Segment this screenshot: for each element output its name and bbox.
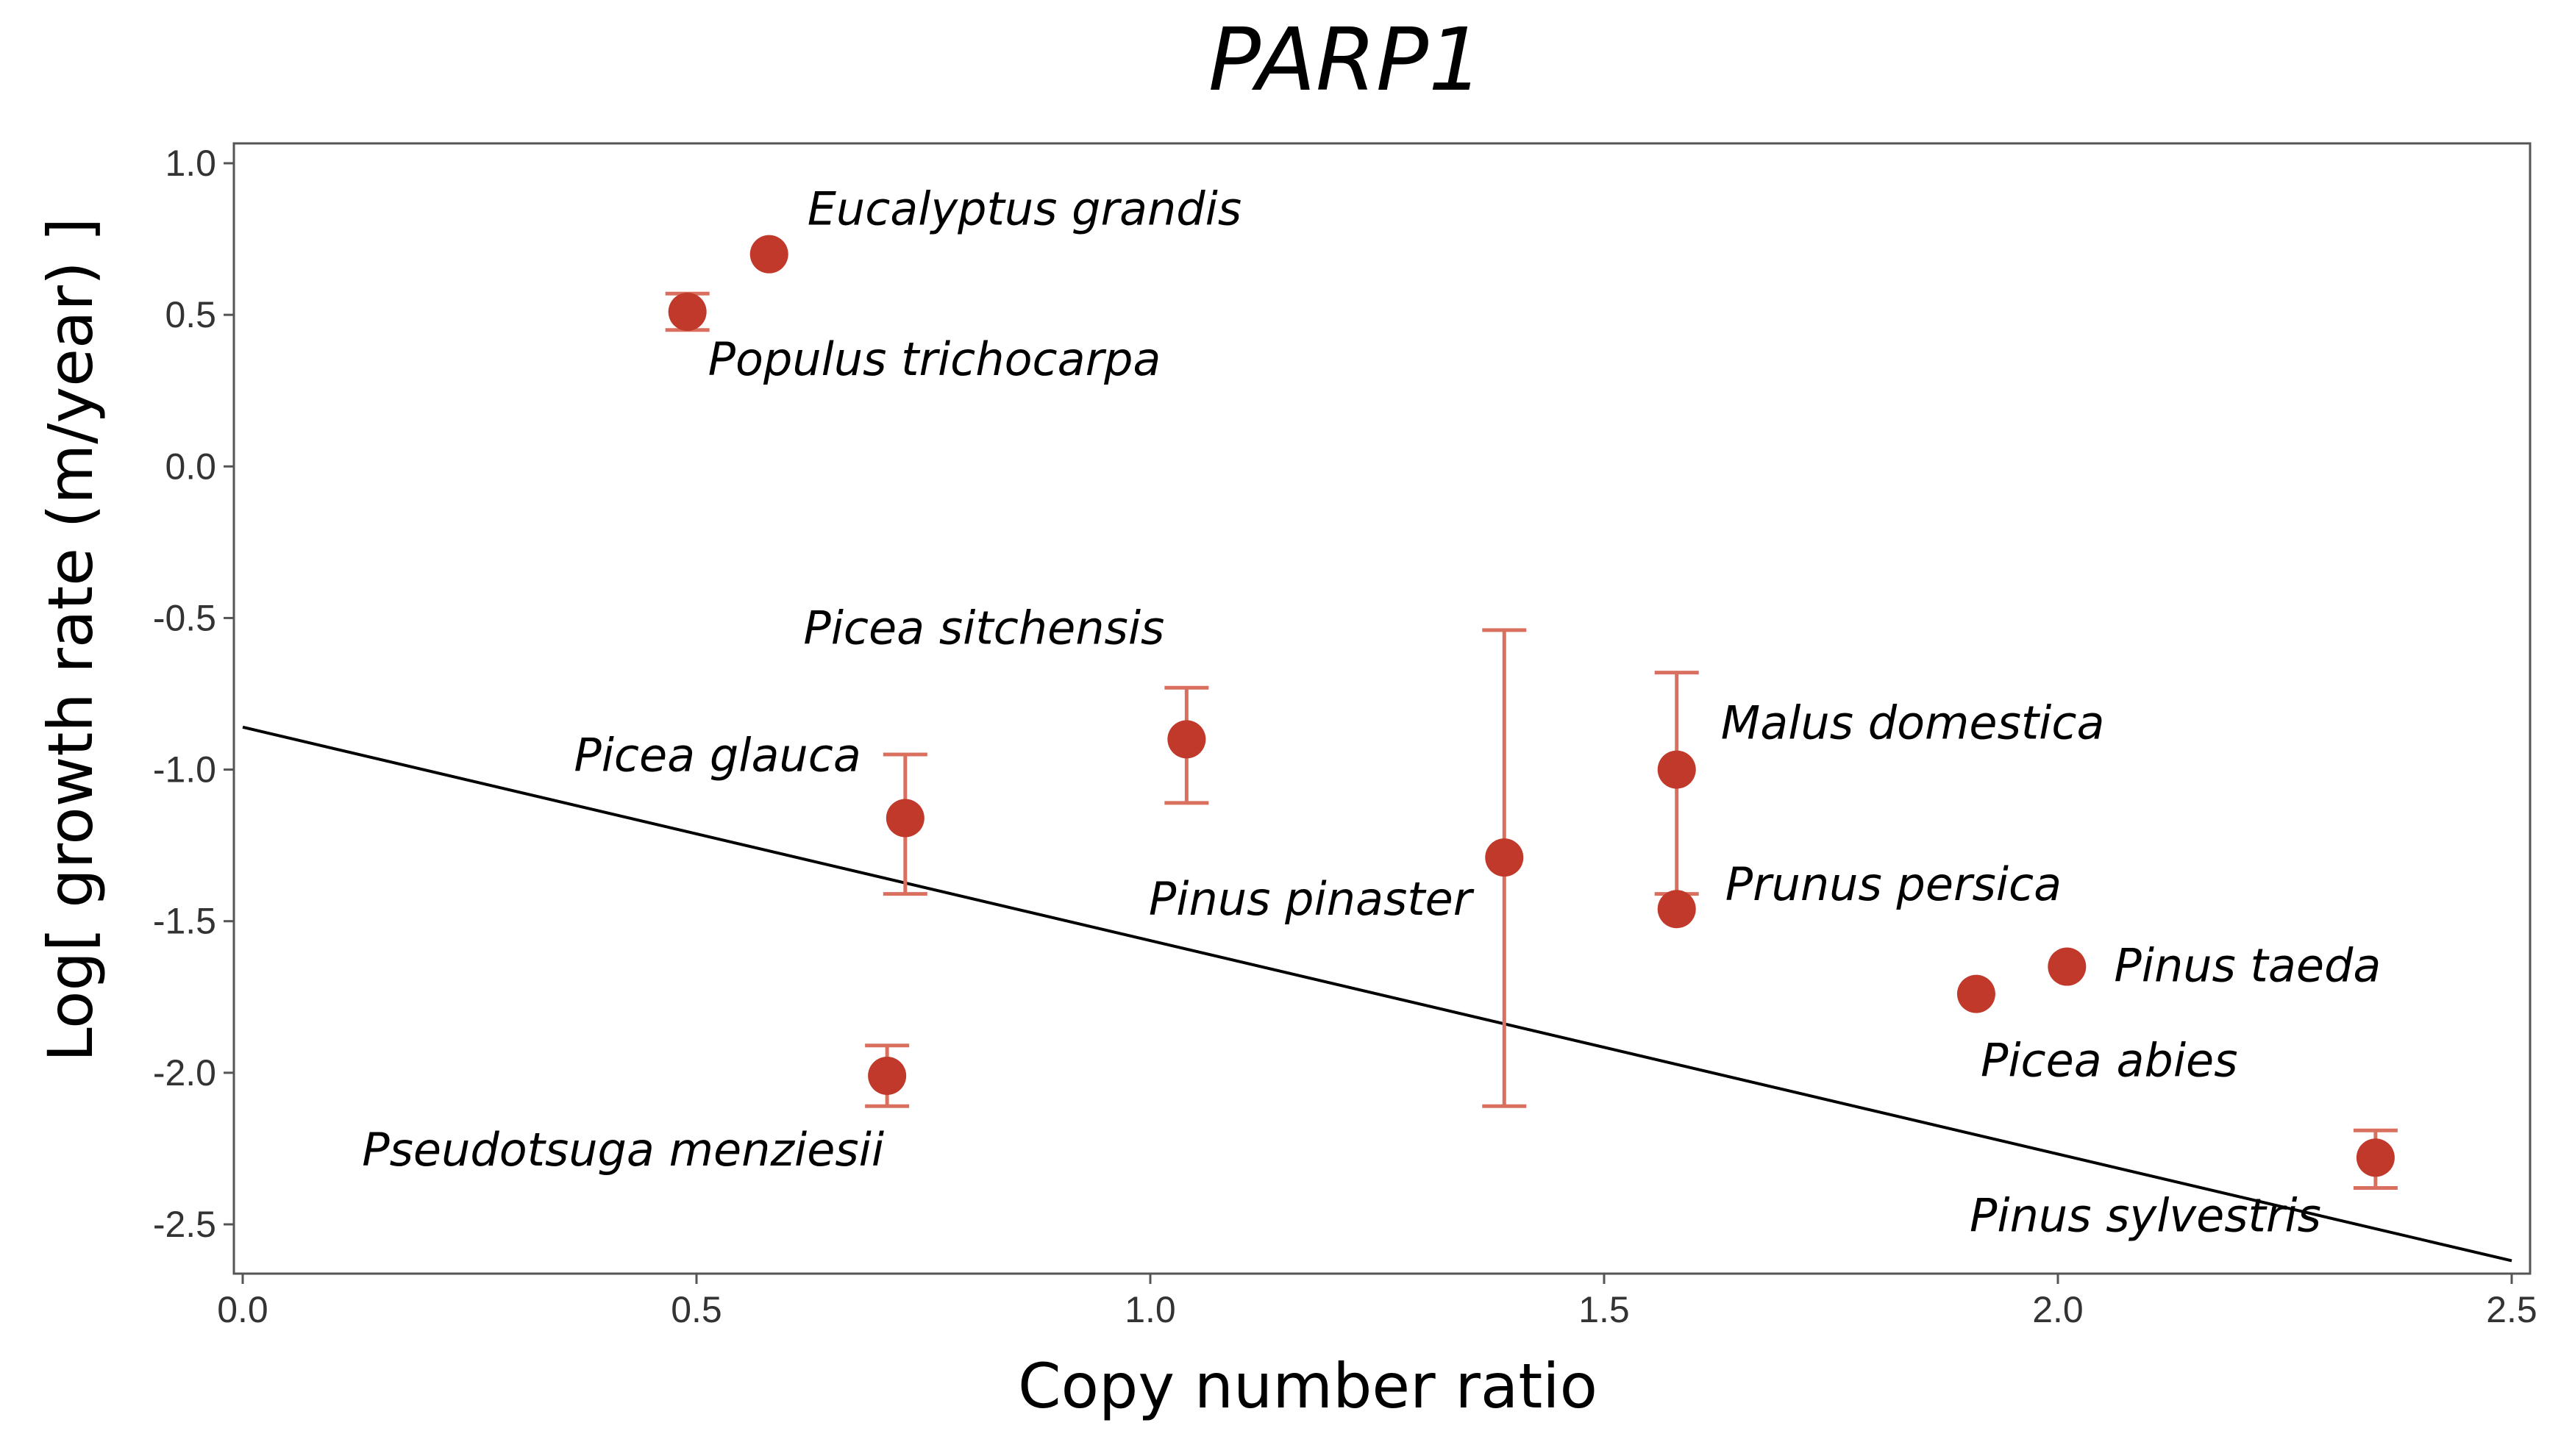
y-tick-label: 1.0 bbox=[165, 143, 216, 184]
regression-line bbox=[242, 725, 2512, 1263]
y-tick-label: 0.5 bbox=[165, 294, 216, 335]
point-label: Malus domestica bbox=[1721, 696, 2105, 750]
data-point bbox=[1657, 890, 1696, 929]
data-point bbox=[2356, 1138, 2395, 1177]
point-label: Populus trichocarpa bbox=[708, 332, 1161, 386]
x-axis: 0.0 0.5 1.0 1.5 2.0 2.5 bbox=[217, 1274, 2537, 1330]
point-label: Pinus sylvestris bbox=[1970, 1188, 2321, 1242]
y-axis-title: Log[ growth rate (m/year) ] bbox=[35, 218, 107, 1062]
data-point bbox=[1956, 974, 1995, 1013]
data-point bbox=[1485, 838, 1524, 877]
point-label-layer: Eucalyptus grandis Populus trichocarpa Pic… bbox=[362, 182, 2381, 1243]
point-layer bbox=[668, 235, 2395, 1177]
x-tick-label: 1.0 bbox=[1125, 1289, 1176, 1330]
data-point bbox=[886, 799, 925, 838]
y-tick-label: -0.5 bbox=[153, 597, 216, 638]
point-label: Pinus taeda bbox=[2114, 939, 2381, 993]
point-label: Picea abies bbox=[1981, 1034, 2238, 1088]
data-point bbox=[1657, 750, 1696, 789]
data-point bbox=[668, 293, 707, 332]
plot-frame bbox=[232, 142, 2532, 1275]
data-point bbox=[2048, 947, 2087, 986]
x-tick-label: 0.5 bbox=[671, 1289, 722, 1330]
x-axis-title: Copy number ratio bbox=[1018, 1350, 1597, 1422]
y-tick-label: -2.0 bbox=[153, 1052, 216, 1093]
point-label: Picea glauca bbox=[574, 729, 861, 782]
data-point bbox=[1167, 720, 1206, 759]
x-tick-label: 2.0 bbox=[2032, 1289, 2084, 1330]
plot-area: 0.0 0.5 1.0 1.5 2.0 2.5 1.0 0.5 0.0 -0.5 -1.0 -1.5… bbox=[153, 142, 2537, 1330]
y-tick-label: 0.0 bbox=[165, 446, 216, 487]
x-tick-label: 0.0 bbox=[217, 1289, 268, 1330]
regression-layer bbox=[242, 725, 2512, 1263]
y-tick-label: -1.0 bbox=[153, 749, 216, 791]
point-label: Picea sitchensis bbox=[803, 601, 1164, 654]
chart-title: PARP1 bbox=[1208, 9, 1483, 110]
point-label: Prunus persica bbox=[1725, 857, 2062, 911]
point-label: Pinus pinaster bbox=[1149, 872, 1475, 926]
point-label: Eucalyptus grandis bbox=[808, 182, 1242, 236]
data-point bbox=[749, 235, 788, 274]
data-point bbox=[868, 1056, 907, 1095]
x-tick-label: 2.5 bbox=[2486, 1289, 2537, 1330]
x-tick-label: 1.5 bbox=[1578, 1289, 1630, 1330]
y-axis: 1.0 0.5 0.0 -0.5 -1.0 -1.5 -2.0 -2.5 bbox=[153, 143, 234, 1245]
y-tick-label: -1.5 bbox=[153, 901, 216, 942]
point-label: Pseudotsuga menziesii bbox=[362, 1123, 884, 1177]
y-tick-label: -2.5 bbox=[153, 1204, 216, 1245]
